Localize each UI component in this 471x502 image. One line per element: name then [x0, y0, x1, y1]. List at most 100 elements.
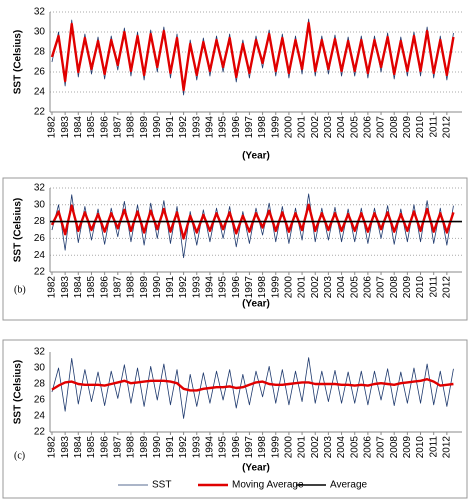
x-tick-label: 1998 — [257, 276, 268, 299]
x-tick-label: 2000 — [284, 276, 295, 299]
x-axis-title: (Year) — [242, 463, 270, 474]
x-tick-label: 1988 — [126, 116, 137, 139]
x-tick-label: 2003 — [323, 436, 334, 459]
x-tick-label: 1986 — [99, 116, 110, 139]
panel-frame — [2, 177, 468, 321]
x-tick-label: 2000 — [284, 436, 295, 459]
y-tick-label: 28 — [34, 47, 46, 58]
x-tick-label: 1996 — [231, 436, 242, 459]
x-tick-label: 1990 — [152, 116, 163, 139]
y-tick-label: 26 — [34, 395, 46, 406]
legend-label: Moving Average — [232, 480, 304, 491]
panel-frame — [2, 339, 468, 499]
x-tick-label: 1982 — [47, 276, 58, 299]
x-tick-label: 2012 — [442, 276, 453, 299]
x-tick-label: 2009 — [402, 436, 413, 459]
x-tick-label: 2001 — [297, 436, 308, 459]
x-tick-label: 2007 — [376, 116, 387, 139]
x-tick-label: 1991 — [165, 116, 176, 139]
x-tick-label: 1996 — [231, 116, 242, 139]
x-tick-label: 1999 — [270, 276, 281, 299]
y-tick-label: 24 — [34, 250, 46, 261]
x-tick-label: 2005 — [349, 276, 360, 299]
x-tick-label: 2011 — [428, 276, 439, 298]
x-tick-label: 2004 — [336, 116, 347, 139]
x-tick-label: 1984 — [73, 116, 84, 139]
x-tick-label: 2006 — [363, 436, 374, 459]
x-tick-label: 2004 — [336, 436, 347, 459]
y-tick-label: 30 — [34, 363, 46, 374]
x-tick-label: 1982 — [47, 436, 58, 459]
x-tick-label: 1995 — [218, 116, 229, 139]
x-tick-label: 2009 — [402, 276, 413, 299]
y-tick-label: 32 — [34, 347, 46, 358]
x-tick-label: 1986 — [99, 276, 110, 299]
x-tick-label: 1984 — [73, 436, 84, 459]
x-tick-label: 2010 — [415, 436, 426, 459]
y-tick-label: 24 — [34, 87, 46, 98]
x-tick-label: 2000 — [284, 116, 295, 139]
x-tick-label: 1995 — [218, 436, 229, 459]
y-axis-title: SST (Celsius) — [13, 360, 24, 424]
x-tick-label: 2011 — [428, 116, 439, 138]
x-tick-label: 2006 — [363, 276, 374, 299]
x-tick-label: 1998 — [257, 116, 268, 139]
x-tick-label: 1992 — [178, 436, 189, 459]
x-tick-label: 2009 — [402, 116, 413, 139]
series-line — [50, 21, 455, 92]
y-tick-label: 30 — [34, 199, 46, 210]
y-axis-title: SST (Celsius) — [13, 30, 24, 94]
x-tick-label: 1992 — [178, 276, 189, 299]
x-axis-title: (Year) — [242, 299, 270, 310]
y-tick-label: 24 — [34, 411, 46, 422]
x-tick-label: 2003 — [323, 276, 334, 299]
x-tick-label: 1991 — [165, 276, 176, 299]
x-tick-label: 1989 — [139, 276, 150, 299]
x-tick-label: 2012 — [442, 116, 453, 139]
x-tick-label: 1985 — [86, 276, 97, 299]
x-tick-label: 1996 — [231, 276, 242, 299]
x-tick-label: 1983 — [60, 276, 71, 299]
x-tick-label: 2008 — [389, 116, 400, 139]
x-tick-label: 1988 — [126, 276, 137, 299]
y-tick-label: 22 — [34, 107, 46, 118]
x-tick-label: 2003 — [323, 116, 334, 139]
legend-label: SST — [152, 480, 171, 491]
y-tick-label: 22 — [34, 427, 46, 438]
series-line — [51, 378, 454, 392]
x-tick-label: 1985 — [86, 436, 97, 459]
x-tick-label: 1983 — [60, 436, 71, 459]
x-tick-label: 1995 — [218, 276, 229, 299]
x-tick-label: 1993 — [191, 276, 202, 299]
x-tick-label: 1990 — [152, 436, 163, 459]
series-line — [50, 203, 455, 240]
x-tick-label: 2002 — [310, 276, 321, 299]
y-tick-label: 26 — [34, 67, 46, 78]
x-tick-label: 2002 — [310, 436, 321, 459]
y-tick-label: 28 — [34, 379, 46, 390]
x-tick-label: 1999 — [270, 116, 281, 139]
panel-label: (c) — [14, 450, 25, 461]
x-tick-label: 2008 — [389, 276, 400, 299]
series-line — [51, 357, 454, 419]
x-tick-label: 1994 — [205, 276, 216, 299]
x-tick-label: 1982 — [47, 116, 58, 139]
x-tick-label: 1998 — [257, 436, 268, 459]
x-tick-label: 1983 — [60, 116, 71, 139]
x-tick-label: 2001 — [297, 116, 308, 139]
x-tick-label: 2005 — [349, 116, 360, 139]
x-tick-label: 1989 — [139, 436, 150, 459]
x-tick-label: 2010 — [415, 276, 426, 299]
x-tick-label: 1993 — [191, 116, 202, 139]
panel-label: (b) — [14, 284, 26, 295]
x-tick-label: 1994 — [205, 116, 216, 139]
x-tick-label: 2011 — [428, 436, 439, 458]
x-tick-label: 1987 — [112, 276, 123, 299]
legend-label: Average — [330, 480, 368, 491]
y-tick-label: 32 — [34, 183, 46, 194]
x-tick-label: 1997 — [244, 276, 255, 299]
x-tick-label: 2004 — [336, 276, 347, 299]
x-tick-label: 1991 — [165, 436, 176, 459]
x-tick-label: 2010 — [415, 116, 426, 139]
